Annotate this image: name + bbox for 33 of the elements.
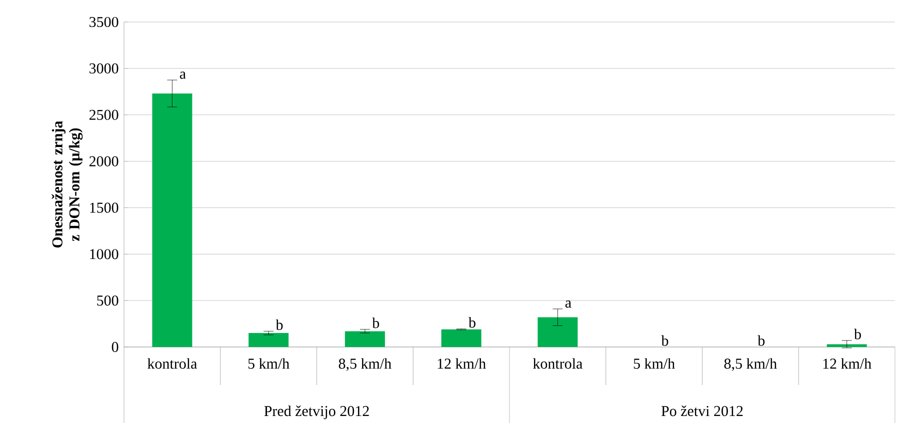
y-tick-label: 2500 (89, 110, 118, 120)
data-label: b (854, 328, 861, 340)
x-tick-label: 8,5 km/h (338, 358, 392, 371)
x-tick-label: 12 km/h (438, 358, 486, 369)
bar (826, 344, 867, 347)
data-label: a (180, 72, 186, 79)
data-label: b (468, 317, 476, 328)
bar (248, 333, 289, 347)
data-label: a (565, 300, 572, 308)
x-tick-label: 5 km/h (634, 358, 675, 369)
y-tick-label: 1500 (90, 202, 118, 213)
text: Pred žetvijo 2012 (264, 406, 369, 420)
bar (538, 317, 578, 347)
bar (152, 93, 192, 347)
data-label: b (661, 335, 668, 346)
bar (344, 331, 385, 347)
bar (441, 329, 482, 347)
x-tick-label: kontrola (147, 358, 197, 369)
y-tick-label: 2000 (89, 156, 118, 166)
y-tick-label: 3000 (90, 63, 118, 74)
y-axis-title: Onesnaženost zrnja z DON-om (µ/kg) (52, 120, 83, 248)
x-tick-label: 5 km/h (248, 358, 290, 369)
data-label: b (758, 335, 765, 346)
y-tick-label: 3500 (90, 16, 118, 28)
x-tick-label: kontrola (532, 358, 582, 369)
y-tick-label: 500 (97, 296, 118, 306)
y-tick-label: 1000 (90, 249, 118, 260)
data-label: b (276, 319, 283, 330)
x-tick-label: 8,5 km/h (724, 358, 777, 371)
y-tick-label: 0 (112, 342, 118, 352)
data-label: b (372, 318, 380, 328)
text: Po žetvi 2012 (661, 406, 743, 416)
x-tick-label: 12 km/h (823, 358, 872, 369)
